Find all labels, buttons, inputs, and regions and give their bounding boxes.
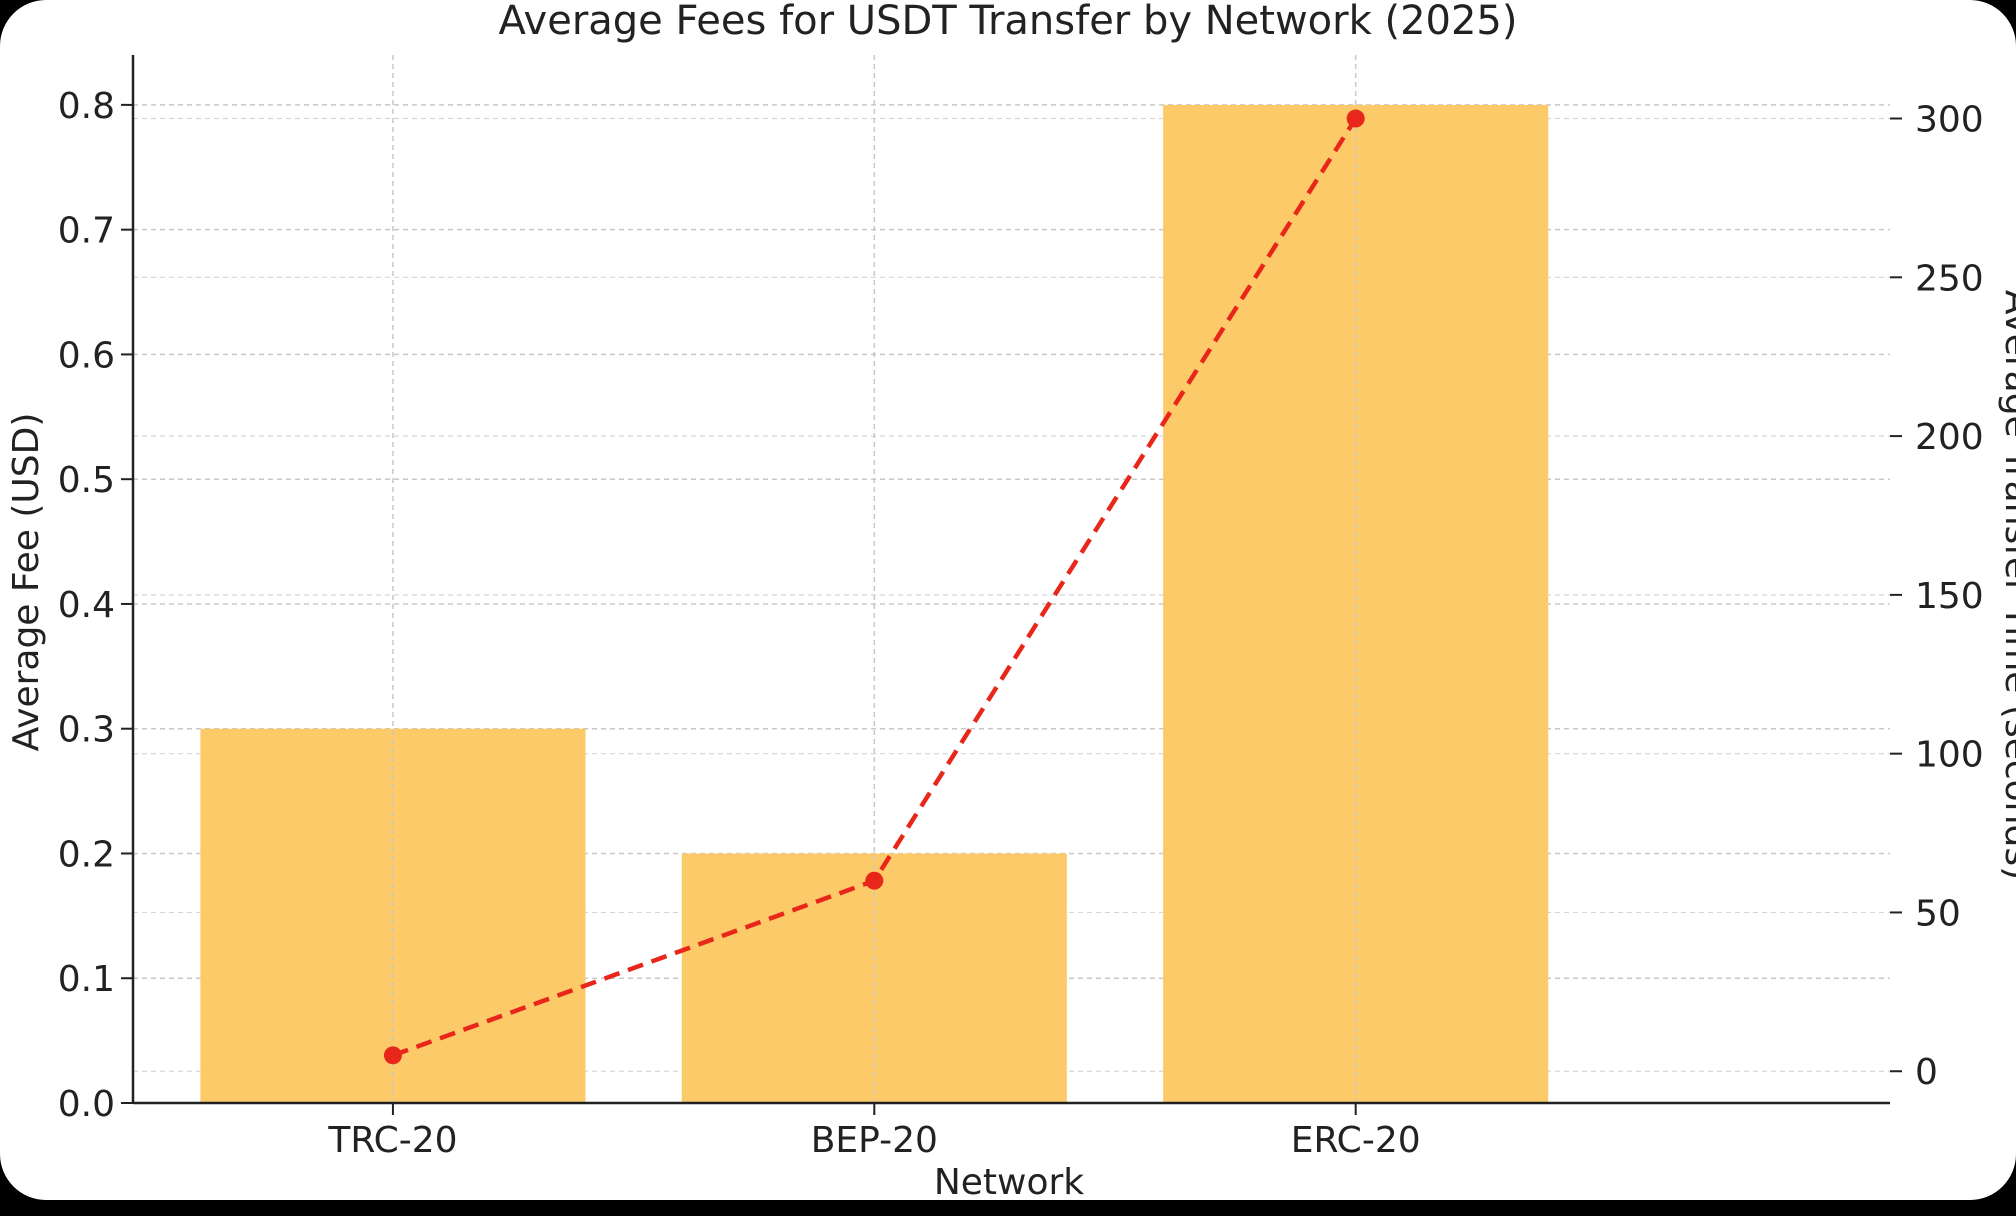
y2-tick-label: 50 bbox=[1915, 893, 1961, 934]
vertical-grid-lines bbox=[392, 55, 1357, 1103]
x-axis-title: Network bbox=[934, 1162, 1084, 1200]
y-tick-label: 0.6 bbox=[58, 335, 115, 376]
y2-tick-label: 0 bbox=[1915, 1052, 1938, 1093]
y2-tick-label: 150 bbox=[1915, 576, 1984, 617]
y2-tick-label: 100 bbox=[1915, 735, 1984, 776]
y2-tick-label: 250 bbox=[1915, 258, 1984, 299]
x-tick-label: BEP-20 bbox=[811, 1120, 938, 1161]
y-tick-label: 0.1 bbox=[58, 959, 115, 1000]
y-tick-label: 0.3 bbox=[58, 710, 115, 751]
y-axis-title: Average Fee (USD) bbox=[6, 413, 47, 752]
y2-tick-label: 200 bbox=[1915, 417, 1984, 458]
y-tick-label: 0.2 bbox=[58, 834, 115, 875]
line-series bbox=[383, 109, 1365, 1065]
transfer-time-point bbox=[1346, 109, 1365, 128]
y-tick-label: 0.5 bbox=[58, 460, 115, 501]
transfer-time-point bbox=[383, 1046, 402, 1065]
x-tick-label: TRC-20 bbox=[327, 1120, 457, 1161]
y-tick-label: 0.0 bbox=[58, 1084, 115, 1125]
y-tick-label: 0.7 bbox=[58, 211, 115, 252]
transfer-time-point bbox=[865, 871, 884, 890]
chart-title: Average Fees for USDT Transfer by Networ… bbox=[499, 0, 1518, 44]
x-tick-label: ERC-20 bbox=[1291, 1120, 1421, 1161]
y2-axis-title: Average Transfer Time (seconds) bbox=[1997, 290, 2016, 880]
axes bbox=[121, 55, 1902, 1115]
y2-tick-label: 300 bbox=[1915, 100, 1984, 141]
tick-labels: 0.0 0.1 0.2 0.3 0.4 0.5 0.6 0.7 0.8 0 50 100 150 200 2… bbox=[58, 86, 1984, 1161]
y-tick-label: 0.8 bbox=[58, 86, 115, 127]
y-tick-label: 0.4 bbox=[58, 585, 115, 626]
